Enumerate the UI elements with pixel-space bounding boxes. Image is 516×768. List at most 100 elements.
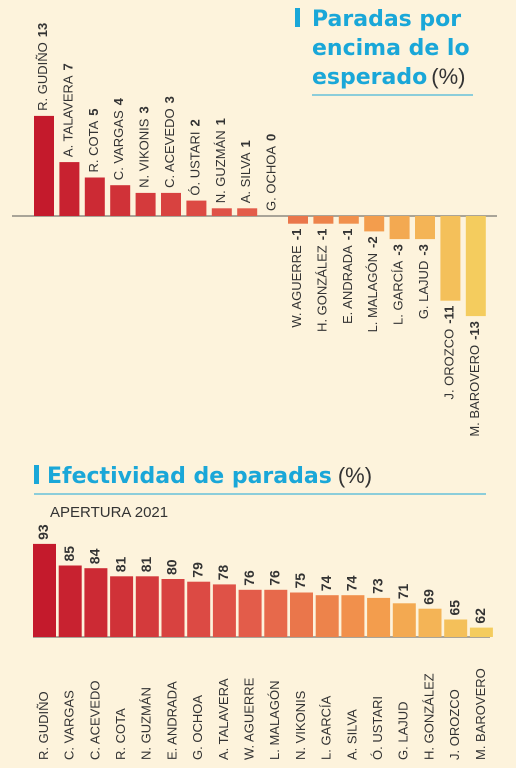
category-label-g-ochoa: G. OCHOA <box>190 695 205 760</box>
value-label: 3 <box>137 106 152 113</box>
category-name: L. MALAGÓN <box>366 253 381 332</box>
bar-l-garcia <box>315 595 339 637</box>
category-name: R. COTA <box>86 120 101 172</box>
value-label-a-silva: 74 <box>344 575 360 591</box>
bar-n-guzman <box>211 208 232 216</box>
category-name: H. GONZÁLEZ <box>315 245 330 332</box>
value-label: 7 <box>61 63 76 70</box>
category-label-m-barovero: M. BAROVERO -13 <box>467 321 482 437</box>
value-label: -1 <box>340 229 355 241</box>
category-label-c-vargas: C. VARGAS <box>62 690 77 760</box>
value-label: 1 <box>239 140 254 147</box>
bar-o-ustari <box>367 597 391 637</box>
value-label-w-aguerre: 76 <box>241 570 257 586</box>
category-label-a-talavera: A. TALAVERA 7 <box>61 63 76 157</box>
title-marker <box>295 8 300 27</box>
category-label-n-vikonis: N. VIKONIS 3 <box>137 106 152 188</box>
bar-c-acevedo <box>161 192 181 216</box>
category-label-c-acevedo: C. ACEVEDO <box>87 681 102 760</box>
value-label-m-barovero: 62 <box>472 608 488 624</box>
value-label: -1 <box>289 229 304 241</box>
category-label-w-aguerre: W. AGUERRE -1 <box>289 229 304 328</box>
category-label-c-vargas: C. VARGAS 4 <box>112 97 127 180</box>
bar-o-ustari <box>186 200 207 216</box>
category-label-n-guzman: N. GUZMÁN <box>139 687 154 760</box>
chart-2-title: Efectividad de paradas (%) <box>47 463 372 489</box>
chart-2-efectividad: Efectividad de paradas (%) APERTURA 2021 93… <box>33 463 493 760</box>
category-name: N. GUZMÁN <box>213 130 228 203</box>
category-label-m-barovero: M. BAROVERO <box>473 668 488 760</box>
bar-w-aguerre <box>288 216 308 224</box>
value-label-a-talavera: 78 <box>215 565 231 581</box>
bar-m-barovero <box>465 216 486 317</box>
bar-r-gudino <box>33 543 56 637</box>
category-name: G. LAJUD <box>416 261 431 320</box>
category-label-g-lajud: G. LAJUD -3 <box>416 244 431 319</box>
bar-a-silva <box>237 208 258 216</box>
value-label-c-vargas: 85 <box>61 546 77 562</box>
chart-1-title-line: Paradas por <box>312 7 461 32</box>
bar-a-talavera <box>59 162 80 216</box>
category-label-e-andrada: E. ANDRADA <box>164 681 179 760</box>
category-label-r-gudino: R. GUDIÑO 13 <box>35 23 50 111</box>
bar-r-cota <box>84 177 105 216</box>
category-name: Ó. USTARI <box>188 132 203 196</box>
bar-a-silva <box>341 595 365 637</box>
value-label-e-andrada: 80 <box>164 559 180 575</box>
chart-2-subtitle: APERTURA 2021 <box>50 504 168 521</box>
value-label-g-lajud: 71 <box>395 584 411 600</box>
bar-l-malagon <box>264 589 288 637</box>
value-label: -3 <box>416 244 431 256</box>
value-label: -2 <box>366 236 381 248</box>
bar-r-gudino <box>34 115 54 216</box>
category-label-w-aguerre: W. AGUERRE <box>242 677 257 760</box>
value-label-h-gonzalez: 69 <box>421 589 437 605</box>
bar-g-lajud <box>392 603 416 637</box>
chart-2-title-unit: (%) <box>338 463 372 488</box>
category-label-l-garcia: L. GARCÍA -3 <box>391 244 406 325</box>
value-label: 2 <box>188 119 203 126</box>
category-label-o-ustari: Ó. USTARI 2 <box>188 119 203 195</box>
value-label-n-vikonis: 75 <box>292 573 308 589</box>
category-name: J. OROZCO <box>442 329 457 400</box>
category-label-g-ochoa: G. OCHOA 0 <box>264 134 279 211</box>
chart-1-title-line: encima de lo <box>312 36 470 61</box>
category-name: N. VIKONIS <box>137 118 152 188</box>
category-name: E. ANDRADA <box>340 245 355 324</box>
category-name: A. TALAVERA <box>61 75 76 157</box>
value-label-l-malagon: 76 <box>267 570 283 586</box>
bar-h-gonzalez <box>418 608 442 637</box>
value-label: -3 <box>391 244 406 256</box>
bar-c-vargas <box>110 185 131 216</box>
category-label-j-orozco: J. OROZCO -11 <box>442 306 457 400</box>
value-label-n-guzman: 81 <box>138 557 154 573</box>
value-label-r-cota: 81 <box>112 557 128 573</box>
bar-l-garcia <box>389 216 410 240</box>
bar-c-vargas <box>58 565 82 637</box>
value-label: 5 <box>86 109 101 116</box>
value-label: -13 <box>467 321 482 340</box>
value-label: 13 <box>35 23 50 37</box>
category-name: R. GUDIÑO <box>35 42 50 111</box>
category-label-j-orozco: J. OROZCO <box>447 689 462 760</box>
bar-j-orozco <box>440 216 461 301</box>
value-label: -1 <box>315 229 330 241</box>
bar-m-barovero <box>469 627 493 637</box>
bar-c-acevedo <box>84 568 108 637</box>
category-label-l-garcia: L. GARCÍA <box>319 695 334 760</box>
chart-1-title-unit: (%) <box>431 64 465 89</box>
value-label: 1 <box>213 118 228 125</box>
bar-a-talavera <box>212 584 236 637</box>
category-label-e-andrada: E. ANDRADA -1 <box>340 229 355 324</box>
chart-1-title-line: esperado (%) <box>312 64 465 90</box>
category-label-a-silva: A. SILVA 1 <box>239 140 254 203</box>
title-marker <box>34 465 39 484</box>
category-label-r-cota: R. COTA 5 <box>86 109 101 173</box>
category-label-l-malagon: L. MALAGÓN -2 <box>366 236 381 332</box>
category-label-r-gudino: R. GUDIÑO <box>36 691 51 760</box>
category-label-o-ustari: Ó. USTARI <box>370 696 385 760</box>
category-label-c-acevedo: C. ACEVEDO 3 <box>162 96 177 188</box>
category-label-a-silva: A. SILVA <box>344 709 359 760</box>
value-label-o-ustari: 73 <box>369 578 385 594</box>
category-label-h-gonzalez: H. GONZÁLEZ <box>421 673 436 760</box>
